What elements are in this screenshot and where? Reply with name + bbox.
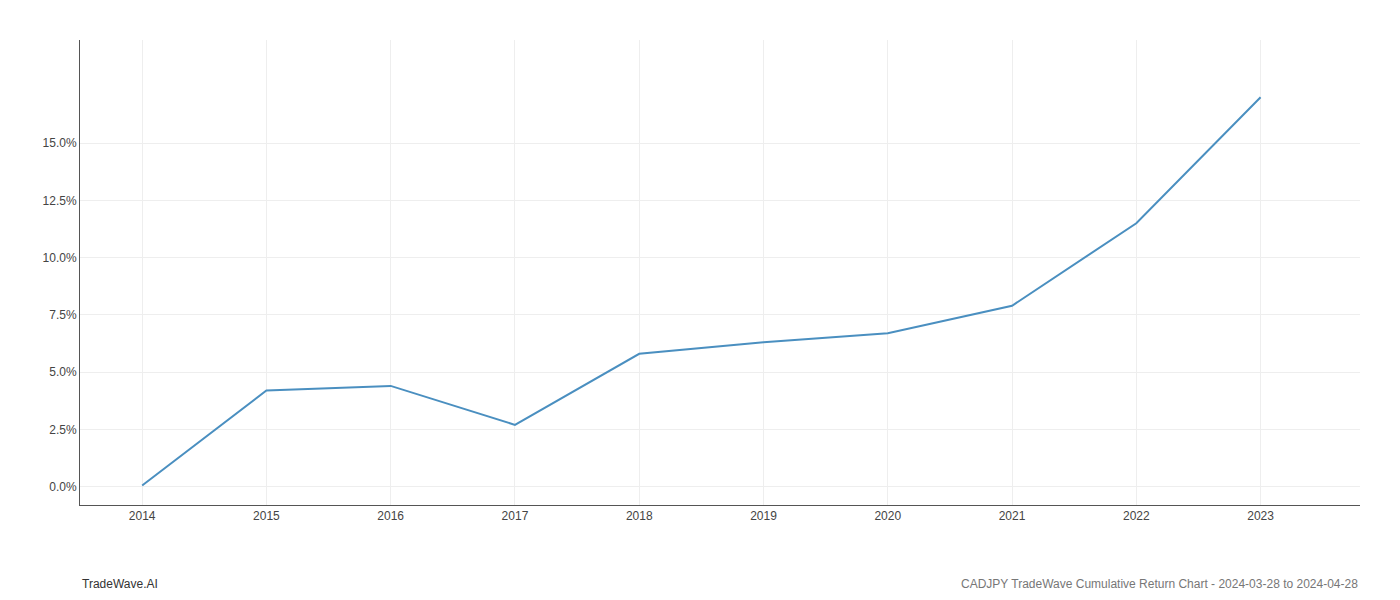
svg-text:2020: 2020 (874, 509, 901, 523)
svg-text:0.0%: 0.0% (49, 480, 77, 494)
svg-text:10.0%: 10.0% (43, 251, 77, 265)
svg-text:7.5%: 7.5% (49, 308, 77, 322)
svg-text:2016: 2016 (377, 509, 404, 523)
svg-text:2014: 2014 (129, 509, 156, 523)
svg-text:2017: 2017 (502, 509, 529, 523)
svg-text:12.5%: 12.5% (43, 194, 77, 208)
svg-text:2015: 2015 (253, 509, 280, 523)
svg-text:2023: 2023 (1247, 509, 1274, 523)
svg-text:2.5%: 2.5% (49, 423, 77, 437)
svg-text:2019: 2019 (750, 509, 777, 523)
svg-text:15.0%: 15.0% (43, 136, 77, 150)
svg-text:2018: 2018 (626, 509, 653, 523)
svg-text:2022: 2022 (1123, 509, 1150, 523)
svg-text:2021: 2021 (999, 509, 1026, 523)
svg-text:TradeWave.AI: TradeWave.AI (82, 577, 158, 591)
svg-text:CADJPY TradeWave Cumulative Re: CADJPY TradeWave Cumulative Return Chart… (961, 577, 1358, 591)
svg-text:5.0%: 5.0% (49, 365, 77, 379)
